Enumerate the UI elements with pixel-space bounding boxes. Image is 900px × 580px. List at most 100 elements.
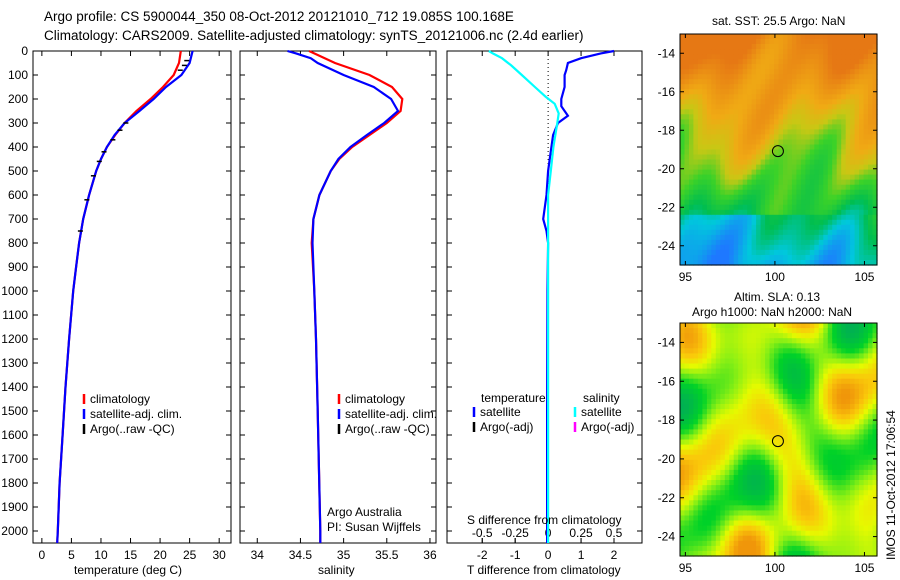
sst-map-cell — [783, 164, 789, 171]
sst-map-cell — [765, 260, 771, 266]
sla-map-cell — [742, 414, 748, 420]
sst-map-cell — [845, 204, 851, 211]
sla-map-cell — [863, 358, 869, 365]
sst-map-cell — [715, 119, 721, 125]
sst-map-cell — [868, 69, 874, 75]
sst-map-cell — [832, 109, 838, 115]
sla-map-cell — [841, 469, 847, 476]
sst-map-cell — [796, 124, 802, 130]
sst-map-cell — [863, 184, 869, 191]
sla-map-cell — [872, 399, 878, 405]
sst-map-cell — [711, 84, 717, 90]
sst-map-cell — [697, 174, 703, 181]
sst-map-cell — [760, 194, 766, 201]
sla-map-cell — [724, 550, 730, 557]
sst-map-cell — [832, 124, 838, 130]
sla-map-cell — [693, 409, 699, 415]
sst-map-cell — [706, 159, 712, 166]
sst-map-cell — [697, 179, 703, 186]
sst-map-cell — [796, 39, 802, 45]
sla-map-cell — [787, 424, 793, 430]
sst-map-cell — [760, 164, 766, 171]
sla-map-cell — [814, 358, 820, 365]
sla-map-cell — [720, 358, 726, 365]
sst-map-cell — [841, 114, 847, 120]
sla-map-cell — [863, 449, 869, 456]
sla-map-cell — [684, 469, 690, 476]
sla-map-cell — [760, 399, 766, 405]
sst-map-cell — [693, 134, 699, 140]
sla-map-ytick-label: -18 — [658, 413, 676, 427]
sla-map-cell — [809, 333, 815, 339]
sla-map-cell — [872, 434, 878, 441]
sla-map-cell — [774, 419, 780, 425]
sst-map-cell — [809, 154, 815, 161]
sst-map-cell — [756, 99, 762, 105]
sla-map-cell — [859, 495, 865, 501]
sla-map-cell — [818, 414, 824, 420]
sst-map-cell — [809, 164, 815, 171]
sla-map-cell — [809, 530, 815, 537]
sst-map-cell — [680, 99, 686, 105]
sst-map-cell — [791, 119, 797, 125]
sla-map-cell — [823, 378, 829, 385]
sst-map-cell — [836, 229, 842, 236]
sst-map-cell — [800, 234, 806, 241]
sst-map-cell — [859, 249, 865, 256]
sst-map-cell — [684, 229, 690, 236]
sst-map-cell — [787, 239, 793, 246]
sst-map-cell — [729, 114, 735, 120]
sla-map-cell — [720, 424, 726, 430]
sla-map-cell — [702, 480, 708, 486]
sla-map-cell — [693, 343, 699, 349]
sla-map-cell — [680, 480, 686, 486]
sst-map-cell — [805, 134, 811, 140]
sst-map-cell — [854, 64, 860, 70]
sst-map-cell — [680, 44, 686, 50]
sst-map-cell — [765, 34, 771, 40]
sla-map-cell — [774, 469, 780, 476]
sst-map-cell — [693, 74, 699, 80]
sst-map-cell — [832, 184, 838, 191]
sst-map-cell — [756, 79, 762, 85]
sla-map-cell — [756, 328, 762, 334]
sst-map-cell — [760, 244, 766, 251]
sla-map-cell — [724, 328, 730, 334]
sst-map-cell — [832, 74, 838, 80]
sst-map-cell — [783, 249, 789, 256]
sla-map-cell — [832, 393, 838, 400]
sla-map-cell — [823, 424, 829, 430]
sst-map-cell — [850, 59, 856, 65]
sla-map-cell — [751, 490, 757, 496]
sst-map-cell — [706, 99, 712, 105]
sla-map-cell — [872, 338, 878, 344]
sla-map-cell — [751, 368, 757, 375]
sla-map-cell — [814, 409, 820, 415]
sst-map-cell — [693, 119, 699, 125]
sst-map-ytick-label: -16 — [658, 85, 676, 99]
sla-map-cell — [854, 404, 860, 410]
sla-map-cell — [760, 419, 766, 425]
sla-map-cell — [733, 454, 739, 461]
sla-map-cell — [809, 480, 815, 486]
sst-map-cell — [818, 134, 824, 140]
sst-map-cell — [827, 54, 833, 60]
sst-map-cell — [711, 154, 717, 161]
sla-map-cell — [697, 530, 703, 537]
sla-map-cell — [689, 368, 695, 375]
sst-map-cell — [791, 159, 797, 166]
sst-map-cell — [809, 260, 815, 266]
sla-map-cell — [791, 480, 797, 486]
sla-map-cell — [868, 439, 874, 446]
sla-map-cell — [791, 464, 797, 471]
sst-map-cell — [693, 104, 699, 110]
sst-map-cell — [702, 189, 708, 196]
sst-map-cell — [706, 129, 712, 135]
sst-map-cell — [742, 149, 748, 156]
sst-map-cell — [872, 114, 878, 120]
sst-map-cell — [774, 189, 780, 196]
sst-map-cell — [684, 244, 690, 251]
sst-map-cell — [702, 54, 708, 60]
sst-map-cell — [814, 149, 820, 156]
